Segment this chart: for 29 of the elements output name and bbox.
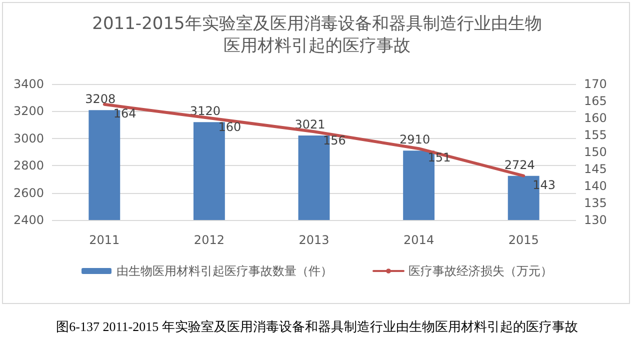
data-label: 3120: [190, 104, 220, 118]
y-tick-label: 2600: [13, 186, 44, 200]
caption: 图6-137 2011-2015 年实验室及医用消毒设备和器具制造行业由生物医用材料引起的医疗事故: [55, 318, 579, 336]
x-tick-label: 2013: [298, 233, 330, 247]
y2-tick-label: 140: [584, 179, 607, 193]
x-tick-label: 2011: [89, 233, 120, 247]
y2-tick-label: 165: [584, 94, 607, 108]
x-tick-label: 2012: [194, 233, 224, 247]
y-tick-label: 2800: [13, 158, 44, 173]
data-label: 3208: [85, 92, 116, 106]
x-tick-label: 2015: [508, 233, 539, 247]
y2-tick-label: 150: [584, 145, 607, 159]
y-tick-label: 3400: [13, 77, 44, 91]
data-label: 2910: [400, 132, 430, 147]
y-tick-label: 2400: [13, 213, 44, 227]
data-label: 2724: [504, 158, 535, 172]
y-tick-label: 3200: [13, 104, 44, 118]
legend-label: 医疗事故经济损失（万元）: [408, 264, 552, 278]
legend-label: 由生物医用材料引起医疗事故数量（件）: [116, 264, 332, 278]
x-tick-label: 2014: [404, 233, 434, 247]
y2-tick-label: 155: [584, 128, 607, 142]
chart-title: 2011-2015年实验室及医用消毒设备和器具制造行业由生物医用材料引起的医疗事故: [92, 14, 542, 56]
data-label: 3021: [294, 118, 326, 132]
y2-tick-label: 170: [584, 77, 607, 91]
y-tick-label: 3000: [13, 131, 44, 146]
y2-tick-label: 160: [584, 111, 607, 125]
y2-tick-label: 130: [584, 213, 607, 227]
y2-tick-label: 145: [584, 162, 607, 176]
y2-tick-label: 135: [584, 196, 607, 210]
